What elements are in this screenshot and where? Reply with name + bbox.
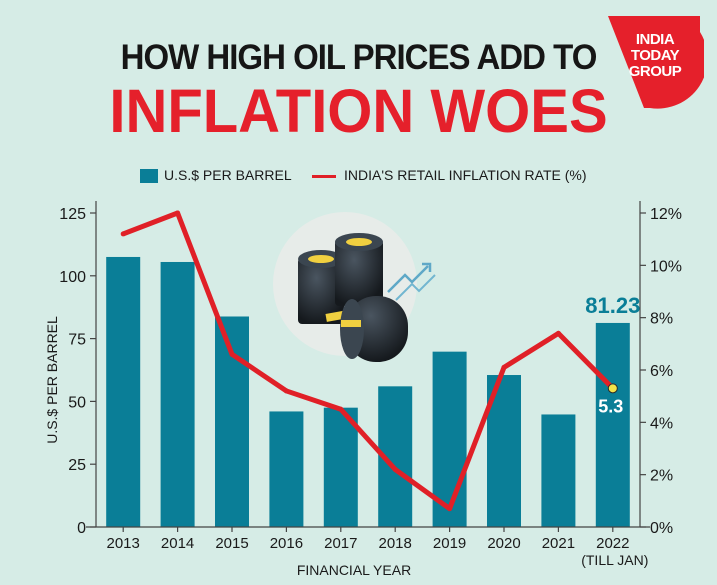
x-tick-label-2013: 2013 xyxy=(107,535,140,552)
x-tick-label-2017: 2017 xyxy=(324,535,357,552)
arrow-up-icon xyxy=(387,265,429,293)
oil-barrels-illustration xyxy=(273,212,436,362)
y2-tick-label-10%: 10% xyxy=(650,258,682,275)
inflation-value-label-2022: 5.3 xyxy=(598,396,623,416)
y2-tick-label-2%: 2% xyxy=(650,468,673,485)
inflation-point-2019 xyxy=(447,506,453,512)
legend-label-oil: U.S.$ PER BARREL xyxy=(164,167,292,183)
logo-text: INDIA TODAY GROUP xyxy=(612,32,698,80)
y-ticks-left: 0 25 50 75 100 125 xyxy=(59,206,96,537)
x-tick-label-2022: 2022 xyxy=(596,535,629,552)
india-today-logo xyxy=(608,16,704,109)
logo-line2: TODAY xyxy=(630,47,680,64)
title-line2: INFLATION WOES xyxy=(109,77,608,146)
x-tick-sublabel-2022: (TILL JAN) xyxy=(581,552,648,568)
logo-line1: INDIA xyxy=(635,31,675,48)
inflation-point-2015 xyxy=(229,351,235,357)
x-tick-label-2015: 2015 xyxy=(215,535,248,552)
bar-2022 xyxy=(595,322,630,527)
y-tick-label-75: 75 xyxy=(68,332,86,349)
y2-tick-label-8%: 8% xyxy=(650,311,673,328)
y-tick-label-100: 100 xyxy=(59,269,86,286)
x-tick-label-2019: 2019 xyxy=(433,535,466,552)
inflation-point-2014 xyxy=(175,210,181,216)
inflation-point-2020 xyxy=(501,364,507,370)
x-tick-label-2016: 2016 xyxy=(270,535,303,552)
y-tick-label-50: 50 xyxy=(68,394,86,411)
inflation-point-2021 xyxy=(555,330,561,336)
y2-tick-label-12%: 12% xyxy=(650,206,682,223)
inflation-point-2016 xyxy=(283,388,289,394)
bar-value-label-2022: 81.23 xyxy=(585,293,640,318)
y-tick-label-125: 125 xyxy=(59,206,86,223)
x-tick-label-2014: 2014 xyxy=(161,535,194,552)
y2-tick-label-4%: 4% xyxy=(650,415,673,432)
y-ticks-right: 0% 2% 4% 6% 8% 10% 12% xyxy=(640,206,682,537)
arrow-head-icon xyxy=(422,262,432,272)
legend-label-inflation: INDIA'S RETAIL INFLATION RATE (%) xyxy=(344,167,587,183)
legend-swatch-bar xyxy=(140,169,158,183)
bar-2017 xyxy=(323,407,358,527)
inflation-point-2017 xyxy=(338,406,344,412)
legend-swatch-line xyxy=(312,175,336,178)
y-tick-label-0: 0 xyxy=(77,520,86,537)
y-tick-label-25: 25 xyxy=(68,457,86,474)
x-axis-label: FINANCIAL YEAR xyxy=(297,562,411,578)
logo-line3: GROUP xyxy=(628,63,682,80)
bar-2013 xyxy=(106,256,141,527)
bar-2014 xyxy=(160,261,195,527)
x-tick-label-2018: 2018 xyxy=(379,535,412,552)
x-tick-label-2020: 2020 xyxy=(487,535,520,552)
barrel-left-icon xyxy=(298,258,344,324)
y2-tick-label-6%: 6% xyxy=(650,363,673,380)
inflation-point-2018 xyxy=(392,466,398,472)
barrel-right-icon xyxy=(335,240,383,306)
x-ticks: 2013 2014 2015 2016 2017 2018 2019 2020 2021 2022… xyxy=(107,527,648,568)
inflation-point-2013 xyxy=(120,231,126,237)
bar-2021 xyxy=(541,414,576,527)
bar-2016 xyxy=(269,411,304,527)
y2-tick-label-0%: 0% xyxy=(650,520,673,537)
arrow-up-icon-2 xyxy=(395,274,436,301)
line-points-layer xyxy=(120,210,618,512)
title-line1: HOW HIGH OIL PRICES ADD TO xyxy=(120,36,598,77)
inflation-line xyxy=(122,210,615,512)
y-axis-label: U.S.$ PER BARREL xyxy=(44,316,60,444)
x-tick-label-2021: 2021 xyxy=(542,535,575,552)
inflation-marker-2022 xyxy=(607,383,618,394)
